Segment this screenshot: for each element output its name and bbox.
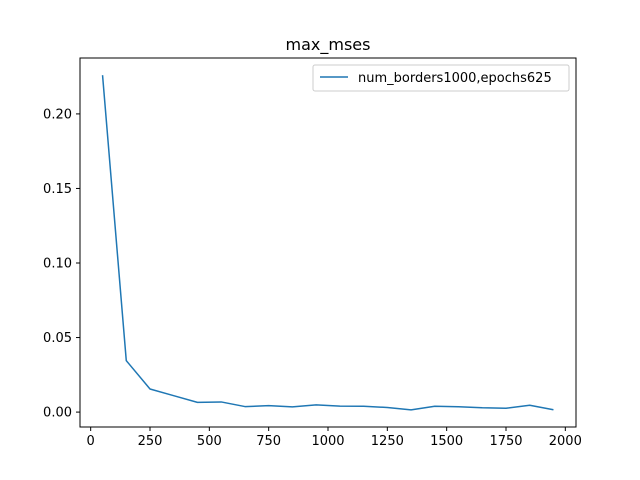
x-tick-label: 500 [197,434,222,449]
x-tick-label: 1250 [371,434,404,449]
x-tick-label: 0 [87,434,95,449]
plot-lines [101,75,554,411]
legend-box [312,64,570,92]
y-tick-label: 0.10 [43,257,72,272]
y-axis-ticks: 0.00 0.05 0.10 0.15 0.20 [43,107,80,421]
x-tick-label: 1000 [311,434,344,449]
x-tick-label: 250 [138,434,163,449]
y-tick-label: 0.15 [43,182,72,197]
x-axis-ticks: 0 250 500 750 1000 1250 1500 1750 2000 [87,427,582,449]
x-tick-label: 2000 [549,434,582,449]
y-tick-label: 0.20 [43,107,72,122]
x-tick-label: 1500 [430,434,463,449]
y-tick-label: 0.05 [43,331,72,346]
legend-entry-label: num_borders1000,epochs625 [358,71,552,86]
x-tick-label: 750 [256,434,281,449]
x-tick-label: 1750 [489,434,522,449]
y-tick-label: 0.00 [43,406,72,421]
series-line-0 [101,75,554,411]
chart-title: max_mses [286,35,371,55]
plot-frame [79,57,577,428]
legend: num_borders1000,epochs625 [312,64,570,92]
